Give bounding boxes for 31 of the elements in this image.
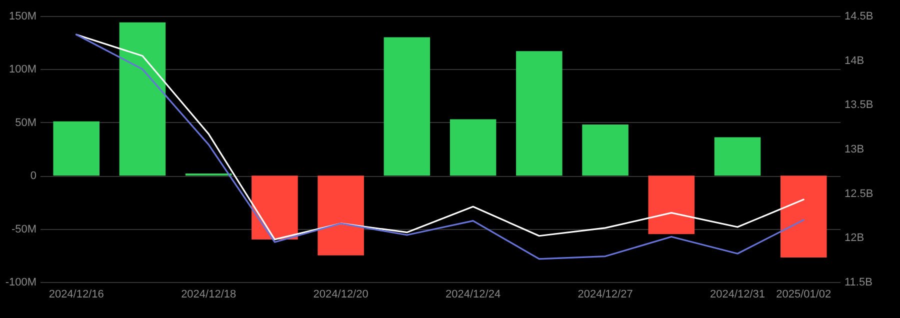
bar — [53, 121, 100, 176]
y2-tick-label: 13.5B — [844, 99, 874, 112]
bar — [450, 119, 496, 176]
bar — [516, 51, 562, 176]
x-tick-label: 2024/12/24 — [446, 288, 501, 300]
y-tick-label: 100M — [8, 64, 36, 76]
y-tick-label: -50M — [11, 223, 36, 236]
bar — [252, 176, 298, 240]
bar — [780, 176, 827, 258]
bar — [648, 176, 695, 234]
x-tick-label: 2024/12/16 — [48, 288, 104, 300]
y2-tick-label: 14B — [844, 54, 864, 67]
y-tick-label: -100M — [5, 276, 36, 288]
y2-tick-label: 12.5B — [844, 188, 874, 200]
y-tick-label: 150M — [8, 10, 36, 22]
bar — [714, 137, 761, 176]
y-tick-label: 0 — [30, 170, 36, 182]
y2-tick-label: 13B — [844, 144, 864, 156]
bar — [582, 124, 628, 176]
y2-tick-label: 12B — [844, 232, 864, 244]
y2-tick-label: 14.5B — [844, 10, 874, 22]
bar — [384, 37, 430, 176]
x-tick-label: 2024/12/31 — [710, 288, 766, 300]
x-tick-label: 2024/12/20 — [313, 288, 368, 300]
x-tick-label: 2024/12/27 — [578, 288, 633, 300]
x-tick-label: 2024/12/18 — [181, 288, 236, 300]
bar — [119, 22, 166, 176]
x-tick-label: 2025/01/02 — [776, 288, 832, 300]
y-tick-label: 50M — [15, 116, 36, 129]
y2-tick-label: 11.5B — [844, 276, 872, 288]
bar — [318, 176, 364, 256]
